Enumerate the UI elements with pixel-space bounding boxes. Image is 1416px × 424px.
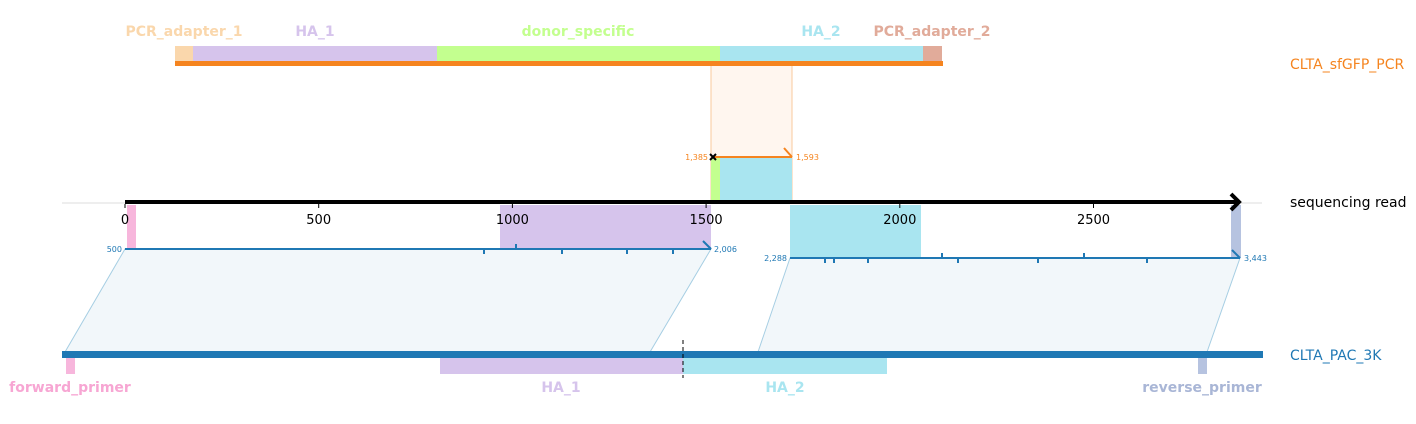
bottom-alignment-1-shade	[64, 248, 712, 353]
read-axis-tick-label: 1000	[496, 213, 529, 228]
bottom-feature-reverse-primer	[1198, 358, 1207, 374]
bottom-alignment-1-mismatch-ticks	[483, 244, 674, 254]
bottom-alignment-2-end-label: 3,443	[1244, 254, 1267, 263]
read-axis-tick-label: 0	[121, 213, 129, 228]
top-feature-label-donor-specific: donor_specific	[522, 24, 635, 40]
top-track-name: CLTA_sfGFP_PCR	[1290, 57, 1404, 73]
top-feature-label-pcr-adapter-1: PCR_adapter_1	[125, 24, 242, 40]
top-alignment-start-marker	[709, 153, 717, 161]
bottom-alignment-2-arrowhead	[1231, 249, 1241, 259]
bottom-track-name: CLTA_PAC_3K	[1290, 348, 1382, 364]
bottom-feature-ha-2	[683, 358, 887, 374]
bottom-feature-ha-1	[440, 358, 683, 374]
top-feature-label-pcr-adapter-2: PCR_adapter_2	[873, 24, 990, 40]
bottom-alignment-2-start-label: 2,288	[764, 254, 787, 263]
read-axis-tick-label: 2500	[1077, 213, 1110, 228]
top-alignment-end-label: 1,593	[796, 153, 819, 162]
top-mapped-ha2-segment	[720, 158, 792, 202]
bottom-feature-label-ha-1: HA_1	[541, 380, 580, 396]
bottom-feature-forward-primer	[66, 358, 75, 374]
top-feature-label-ha-2: HA_2	[801, 24, 840, 40]
bottom-alignment-2-shade	[757, 257, 1241, 353]
read-mapped-reverse-primer	[1231, 205, 1241, 258]
top-feature-donor-specific	[437, 46, 720, 62]
read-track-name: sequencing read	[1290, 195, 1406, 211]
read-axis-tick-label: 2000	[883, 213, 916, 228]
top-feature-ha-2	[720, 46, 923, 62]
top-alignment-arrowhead	[783, 147, 793, 158]
read-axis-ticks: 0 500 1000 1500 2000 2500	[121, 204, 1110, 228]
bottom-feature-label-reverse-primer: reverse_primer	[1142, 380, 1262, 396]
read-mapped-forward-primer	[127, 205, 136, 249]
top-feature-label-ha-1: HA_1	[295, 24, 334, 40]
bottom-alignment-1-arrowhead	[702, 240, 712, 250]
top-feature-pcr-adapter-2	[923, 46, 942, 62]
top-mapped-donor-segment	[711, 158, 720, 202]
read-mapped-ha-2	[790, 205, 921, 258]
bottom-alignment-2-mismatch-ticks	[824, 253, 1148, 263]
bottom-feature-label-ha-2: HA_2	[765, 380, 804, 396]
bottom-alignment-1-start-label: 500	[107, 245, 122, 254]
bottom-alignment-1-end-label: 2,006	[714, 245, 737, 254]
read-mapped-ha-1	[500, 205, 711, 249]
read-axis-arrowhead	[1229, 192, 1242, 212]
top-track-bar	[175, 61, 943, 66]
read-axis-tick-label: 1500	[690, 213, 723, 228]
top-feature-ha-1	[193, 46, 437, 62]
top-feature-pcr-adapter-1	[175, 46, 193, 62]
top-alignment-start-label: 1,385	[685, 153, 708, 162]
read-axis-tick-label: 500	[306, 213, 331, 228]
bottom-track-bar	[62, 351, 1263, 358]
bottom-feature-label-forward-primer: forward_primer	[9, 380, 131, 396]
